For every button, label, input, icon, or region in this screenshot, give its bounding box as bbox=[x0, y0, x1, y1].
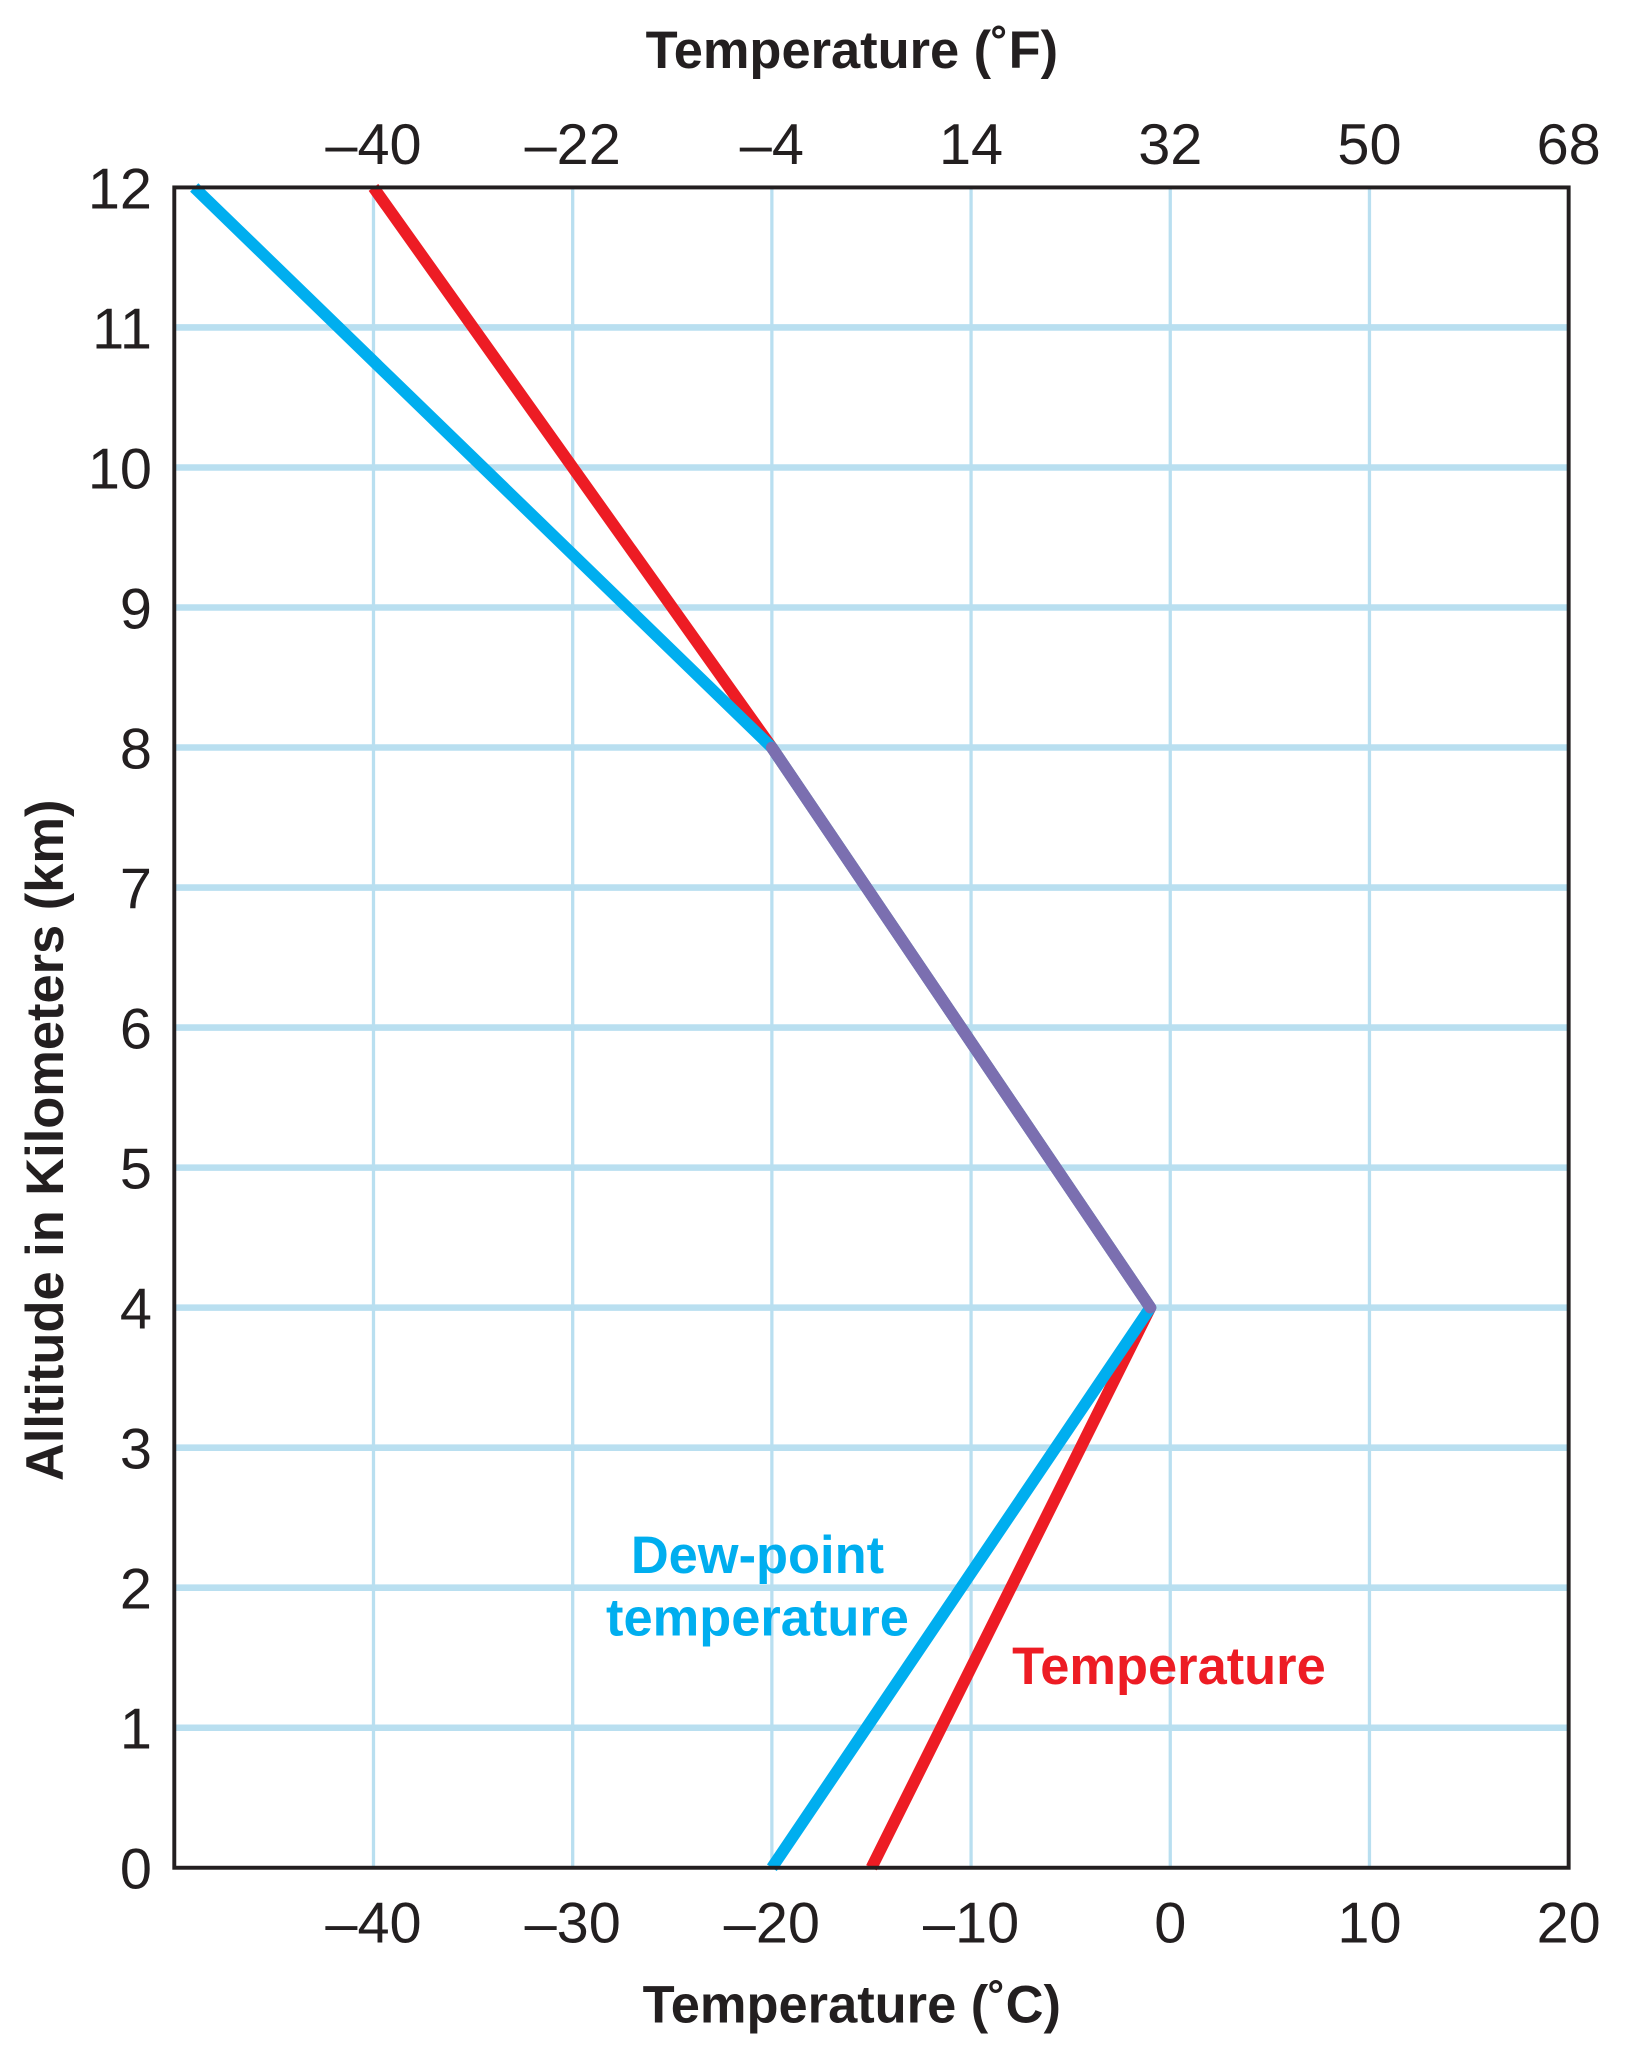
y-tick-label: 11 bbox=[92, 297, 152, 361]
x2-tick-label: 32 bbox=[1138, 113, 1202, 177]
x2-tick-label: –40 bbox=[325, 113, 421, 177]
y-axis-title: Alltitude in Kilometers (km) bbox=[17, 800, 75, 1481]
y-tick-label: 7 bbox=[120, 858, 152, 922]
grid bbox=[174, 187, 1569, 1868]
y-tick-label: 2 bbox=[120, 1558, 152, 1622]
dew-point-label-line2: temperature bbox=[606, 1590, 909, 1648]
x-tick-label: –20 bbox=[724, 1891, 820, 1955]
x-tick-label: 0 bbox=[1154, 1891, 1186, 1955]
x2-tick-label: 14 bbox=[939, 113, 1003, 177]
y-tick-label: 5 bbox=[120, 1138, 152, 1202]
x-tick-label: 20 bbox=[1537, 1891, 1601, 1955]
x2-tick-labels: –40 –22 –4 14 32 50 68 bbox=[325, 113, 1600, 177]
x-tick-label: –30 bbox=[525, 1891, 621, 1955]
y-tick-label: 1 bbox=[120, 1698, 152, 1762]
x-axis-title: Temperature (˚C) bbox=[643, 1976, 1061, 2034]
y-tick-label: 8 bbox=[120, 718, 152, 782]
y-tick-label: 6 bbox=[120, 998, 152, 1062]
overlap-segment bbox=[765, 741, 1157, 1314]
series-lines bbox=[190, 183, 1157, 1872]
y-tick-label: 12 bbox=[88, 157, 152, 221]
x2-tick-label: 50 bbox=[1337, 113, 1401, 177]
plot-frame bbox=[172, 185, 1571, 1870]
y-tick-label: 10 bbox=[88, 437, 152, 501]
y-tick-label: 0 bbox=[120, 1838, 152, 1902]
x2-tick-label: 68 bbox=[1537, 113, 1601, 177]
x-tick-label: –40 bbox=[325, 1891, 421, 1955]
x-tick-label: 10 bbox=[1337, 1891, 1401, 1955]
x2-tick-label: –22 bbox=[525, 113, 621, 177]
x-tick-label: –10 bbox=[923, 1891, 1019, 1955]
y-tick-label: 9 bbox=[120, 577, 152, 641]
dew-point-label-line1: Dew-point bbox=[631, 1527, 884, 1585]
y-tick-label: 4 bbox=[120, 1278, 152, 1342]
y-tick-label: 3 bbox=[120, 1418, 152, 1482]
x2-tick-label: –4 bbox=[740, 113, 804, 177]
x-tick-labels: –40 –30 –20 –10 0 10 20 bbox=[325, 1891, 1600, 1955]
temperature-label: Temperature bbox=[1012, 1638, 1326, 1696]
x2-axis-title: Temperature (˚F) bbox=[646, 22, 1058, 80]
